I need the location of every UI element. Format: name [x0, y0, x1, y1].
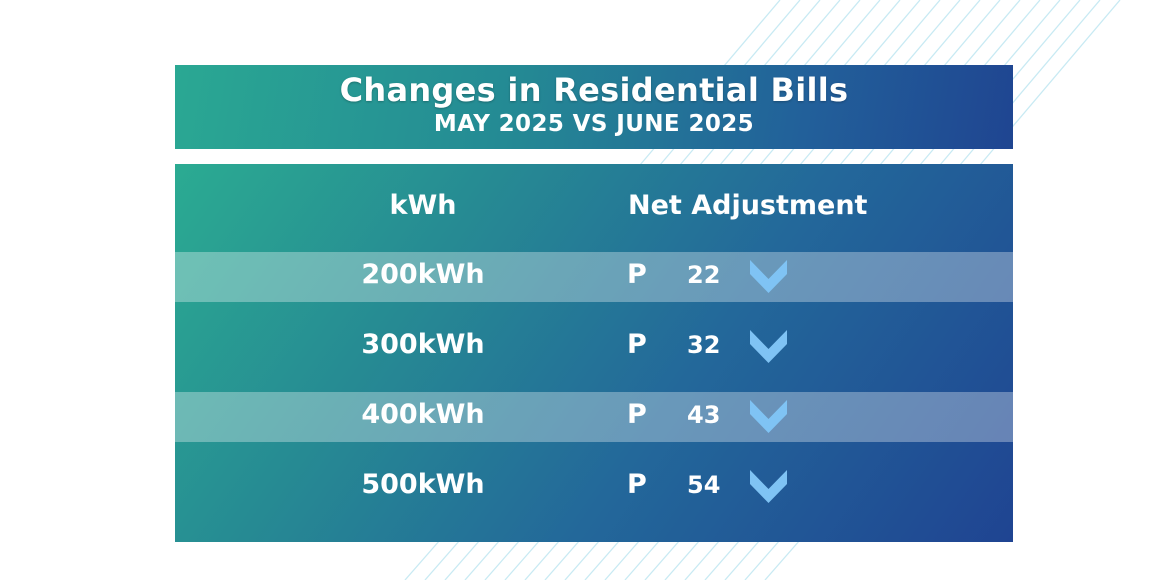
kwh-cell: 300kWh [361, 329, 485, 360]
chevron-down-icon [750, 330, 787, 363]
table-row: 400kWh P 43 [175, 392, 1013, 442]
currency-cell: P [627, 259, 647, 290]
bill-table: kWh Net Adjustment 200kWh P 22 300kWh P … [175, 164, 1013, 542]
kwh-cell: 500kWh [361, 469, 485, 500]
currency-cell: P [627, 329, 647, 360]
currency-cell: P [627, 399, 647, 430]
column-header-kwh: kWh [389, 190, 457, 221]
adjustment-value: 54 [687, 471, 721, 499]
column-header-net-adjustment: Net Adjustment [628, 190, 868, 221]
table-row: 500kWh P 54 [175, 462, 1013, 512]
kwh-cell: 400kWh [361, 399, 485, 430]
table-row: 300kWh P 32 [175, 322, 1013, 372]
chart-title: Changes in Residential Bills [339, 71, 849, 109]
title-banner: Changes in Residential Bills MAY 2025 VS… [175, 65, 1013, 149]
kwh-cell: 200kWh [361, 259, 485, 290]
table-row: 200kWh P 22 [175, 252, 1013, 302]
adjustment-value: 22 [687, 261, 721, 289]
adjustment-value: 43 [687, 401, 721, 429]
currency-cell: P [627, 469, 647, 500]
chevron-down-icon [750, 470, 787, 503]
adjustment-value: 32 [687, 331, 721, 359]
chart-subtitle: MAY 2025 VS JUNE 2025 [433, 111, 755, 137]
chevron-down-icon [750, 260, 787, 293]
chevron-down-icon [750, 400, 787, 433]
